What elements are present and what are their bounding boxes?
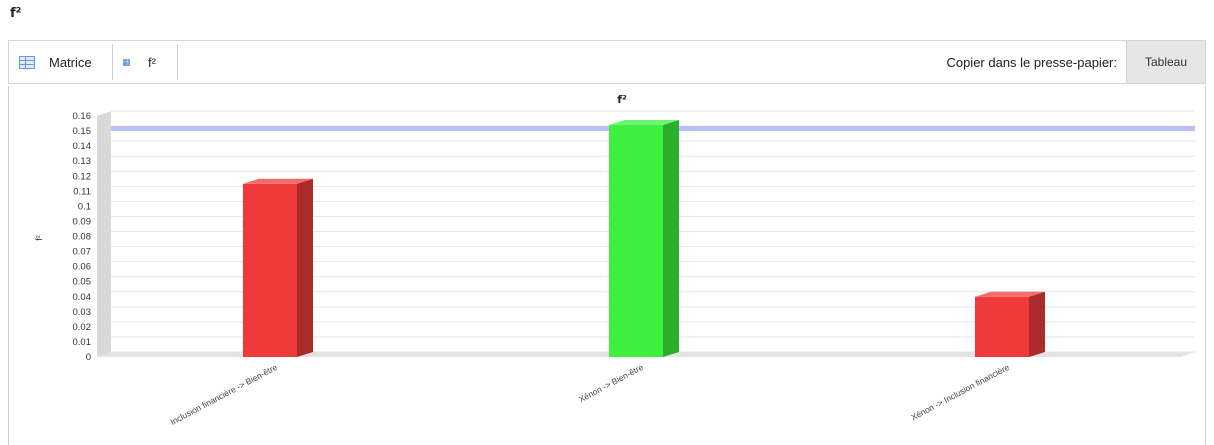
y-tick-label: 0.13 <box>73 156 92 167</box>
y-tick-label: 0.15 <box>73 126 92 137</box>
y-tick-label: 0.05 <box>73 277 92 288</box>
y-tick-label: 0.02 <box>73 322 92 333</box>
bar-front <box>609 125 663 357</box>
bar-front <box>975 296 1029 357</box>
y-tick-label: 0.04 <box>73 292 92 303</box>
page-title: f² <box>10 6 22 21</box>
chart-side-wall <box>97 111 111 357</box>
toolbar-separator <box>177 44 178 80</box>
y-tick-label: 0 <box>86 352 91 363</box>
y-tick-label: 0.06 <box>73 262 92 273</box>
y-tick-label: 0.03 <box>73 307 92 318</box>
bar-side <box>663 120 679 357</box>
bar-front <box>243 183 297 357</box>
x-category-label: Xénon -> Inclusion financière <box>909 362 1011 423</box>
y-tick-label: 0.14 <box>73 141 92 152</box>
bar-side <box>1029 291 1045 357</box>
y-tick-label: 0.12 <box>73 171 92 182</box>
y-tick-label: 0.08 <box>73 232 92 243</box>
copy-clipboard-label: Copier dans le presse-papier: <box>946 54 1117 70</box>
bar-side <box>297 178 313 357</box>
f2-tab-label: f² <box>148 54 156 70</box>
bar-top <box>609 120 679 126</box>
copy-table-button[interactable]: Tableau <box>1126 41 1205 83</box>
y-tick-label: 0.01 <box>73 337 92 348</box>
chart-title: f² <box>617 93 627 106</box>
x-category-label: Inclusion financière -> Bien-être <box>168 362 279 427</box>
y-axis-label: f² <box>34 235 44 241</box>
matrix-icon <box>19 55 35 69</box>
f2-tab[interactable]: ▦ f² <box>122 41 156 83</box>
matrix-tab[interactable]: Matrice <box>19 41 92 83</box>
y-tick-label: 0.16 <box>73 111 92 122</box>
matrix-tab-label: Matrice <box>49 54 92 70</box>
y-tick-label: 0.11 <box>73 186 91 197</box>
y-tick-label: 0.09 <box>73 216 92 227</box>
y-tick-label: 0.07 <box>73 247 92 258</box>
bar-top <box>975 291 1045 297</box>
toolbar-separator <box>112 44 113 80</box>
x-category-label: Xénon -> Bien-être <box>577 362 645 405</box>
f2-chart-icon: ▦ <box>122 57 131 67</box>
toolbar: Matrice ▦ f² Copier dans le presse-papie… <box>8 40 1206 84</box>
y-tick-label: 0.1 <box>78 201 91 212</box>
bar-top <box>243 178 313 184</box>
chart-frame <box>8 86 1206 445</box>
